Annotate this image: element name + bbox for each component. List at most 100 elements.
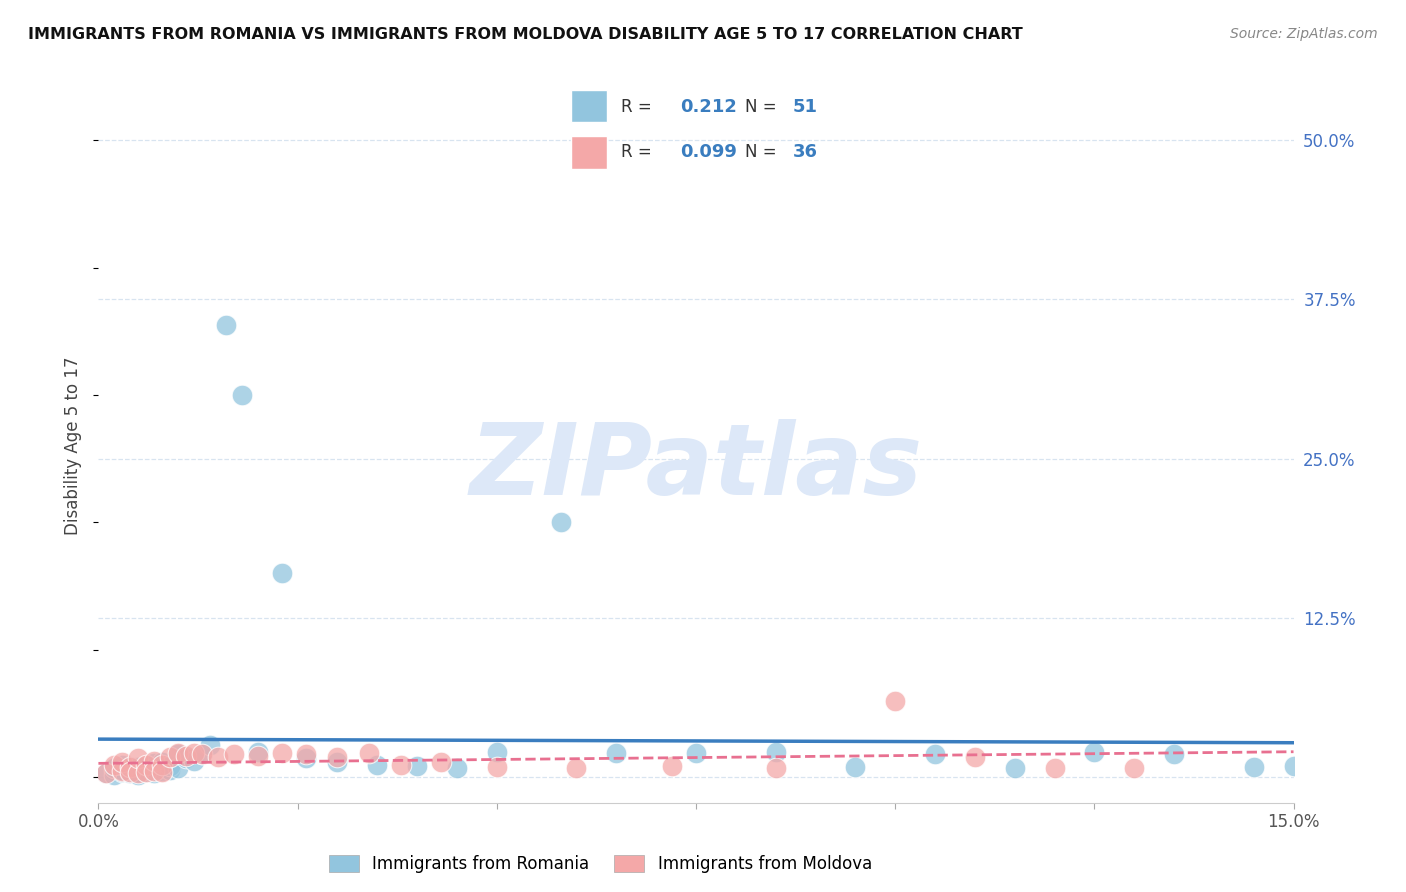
Point: [366, 757, 388, 772]
Point: [159, 763, 181, 777]
Point: [765, 761, 787, 775]
Point: [215, 318, 238, 332]
Point: [127, 751, 149, 765]
Point: [661, 759, 683, 773]
Point: [120, 766, 142, 780]
Text: N =: N =: [745, 143, 776, 161]
Point: [135, 765, 157, 780]
Point: [127, 760, 149, 774]
Text: 51: 51: [793, 98, 818, 116]
Point: [143, 756, 166, 771]
Point: [135, 757, 157, 772]
Point: [1083, 745, 1105, 759]
Point: [143, 766, 166, 780]
Point: [605, 746, 627, 760]
Point: [143, 754, 166, 768]
Point: [150, 755, 173, 769]
Point: [174, 751, 197, 765]
Point: [135, 763, 157, 777]
Point: [143, 761, 166, 775]
Point: [765, 745, 787, 759]
Point: [150, 765, 173, 780]
FancyBboxPatch shape: [571, 136, 607, 169]
Point: [1004, 761, 1026, 775]
Point: [120, 760, 142, 774]
Point: [127, 766, 149, 780]
Point: [1043, 761, 1066, 775]
Text: ZIPatlas: ZIPatlas: [470, 419, 922, 516]
Point: [167, 761, 190, 775]
Point: [191, 747, 214, 762]
Y-axis label: Disability Age 5 to 17: Disability Age 5 to 17: [65, 357, 83, 535]
Point: [120, 765, 142, 780]
Point: [924, 747, 946, 762]
Point: [159, 759, 181, 773]
Point: [231, 388, 253, 402]
Point: [430, 755, 453, 769]
Point: [963, 750, 986, 764]
Point: [246, 745, 269, 759]
Point: [96, 766, 118, 780]
Legend: Immigrants from Romania, Immigrants from Moldova: Immigrants from Romania, Immigrants from…: [322, 848, 879, 880]
Point: [884, 694, 907, 708]
Point: [270, 746, 292, 760]
Point: [127, 764, 149, 778]
Text: N =: N =: [745, 98, 776, 116]
Point: [191, 747, 214, 762]
Text: 0.212: 0.212: [681, 98, 737, 116]
Point: [326, 755, 349, 769]
Point: [685, 746, 707, 760]
FancyBboxPatch shape: [571, 90, 607, 122]
Point: [207, 750, 229, 764]
Point: [294, 747, 316, 762]
Point: [111, 765, 134, 780]
Point: [389, 757, 412, 772]
Text: 36: 36: [793, 143, 818, 161]
Point: [111, 757, 134, 772]
Point: [485, 760, 508, 774]
Point: [446, 761, 468, 775]
Point: [143, 764, 166, 778]
Point: [1163, 747, 1185, 762]
Point: [150, 764, 173, 778]
Point: [1282, 759, 1305, 773]
Point: [485, 745, 508, 759]
Text: R =: R =: [621, 143, 652, 161]
Point: [1123, 761, 1146, 775]
Point: [270, 566, 292, 581]
Text: IMMIGRANTS FROM ROMANIA VS IMMIGRANTS FROM MOLDOVA DISABILITY AGE 5 TO 17 CORREL: IMMIGRANTS FROM ROMANIA VS IMMIGRANTS FR…: [28, 27, 1024, 42]
Point: [135, 765, 157, 780]
Point: [103, 757, 125, 772]
Point: [120, 760, 142, 774]
Point: [111, 764, 134, 778]
Point: [406, 759, 429, 773]
Point: [127, 768, 149, 782]
Point: [222, 747, 245, 762]
Point: [565, 761, 588, 775]
Point: [150, 760, 173, 774]
Point: [103, 764, 125, 778]
Point: [103, 761, 125, 775]
Point: [1243, 760, 1265, 774]
Point: [103, 768, 125, 782]
Text: Source: ZipAtlas.com: Source: ZipAtlas.com: [1230, 27, 1378, 41]
Point: [174, 748, 197, 763]
Point: [246, 748, 269, 763]
Point: [167, 747, 190, 762]
Text: 0.099: 0.099: [681, 143, 737, 161]
Point: [111, 763, 134, 777]
Point: [294, 751, 316, 765]
Point: [844, 760, 866, 774]
Point: [326, 750, 349, 764]
Point: [359, 746, 381, 760]
Point: [135, 759, 157, 773]
Point: [127, 765, 149, 780]
Point: [150, 757, 173, 772]
Point: [183, 746, 205, 760]
Point: [198, 739, 221, 753]
Point: [96, 766, 118, 780]
Point: [159, 750, 181, 764]
Point: [167, 746, 190, 760]
Point: [183, 754, 205, 768]
Point: [550, 516, 572, 530]
